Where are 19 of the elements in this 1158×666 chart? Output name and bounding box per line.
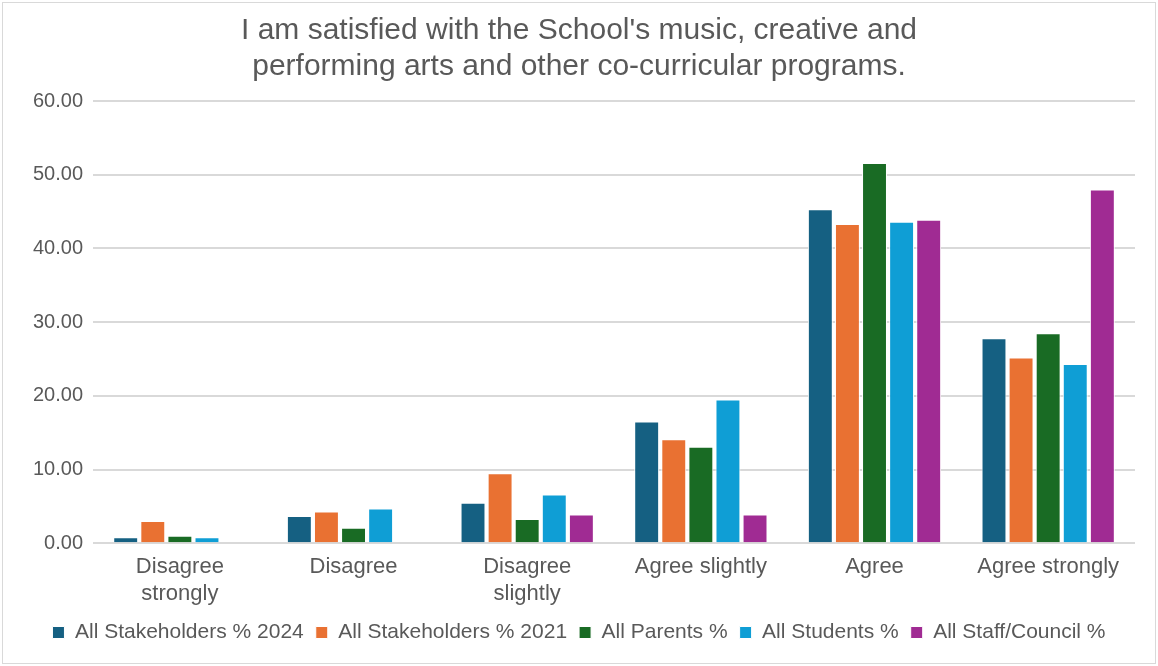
legend-label: All Stakeholders % 2021 bbox=[338, 619, 568, 643]
x-tick-label: Agree slightly bbox=[634, 553, 767, 579]
x-tick-label: Disagree bbox=[309, 553, 398, 579]
legend-label: All Parents % bbox=[601, 619, 728, 643]
legend-label: All Stakeholders % 2024 bbox=[74, 619, 305, 643]
y-tick-label: 60.00 bbox=[32, 88, 84, 111]
legend-label: All Staff/Council % bbox=[933, 619, 1106, 643]
chart-title: I am satisfied with the School's music, creative and performing arts and other co-curricular programs. bbox=[240, 12, 918, 82]
y-tick-label: 30.00 bbox=[32, 309, 84, 332]
x-tick-label: Disagree strongly bbox=[135, 553, 224, 605]
y-tick-label: 0.00 bbox=[44, 530, 84, 553]
y-tick-label: 50.00 bbox=[32, 162, 84, 185]
y-tick-label: 40.00 bbox=[32, 235, 84, 258]
x-tick-label: Agree strongly bbox=[977, 553, 1120, 579]
y-tick-label: 10.00 bbox=[32, 457, 84, 480]
legend-label: All Students % bbox=[762, 619, 899, 643]
x-tick-label: Disagree slightly bbox=[483, 553, 572, 605]
y-tick-label: 20.00 bbox=[32, 383, 84, 406]
x-tick-label: Agree bbox=[845, 553, 904, 579]
